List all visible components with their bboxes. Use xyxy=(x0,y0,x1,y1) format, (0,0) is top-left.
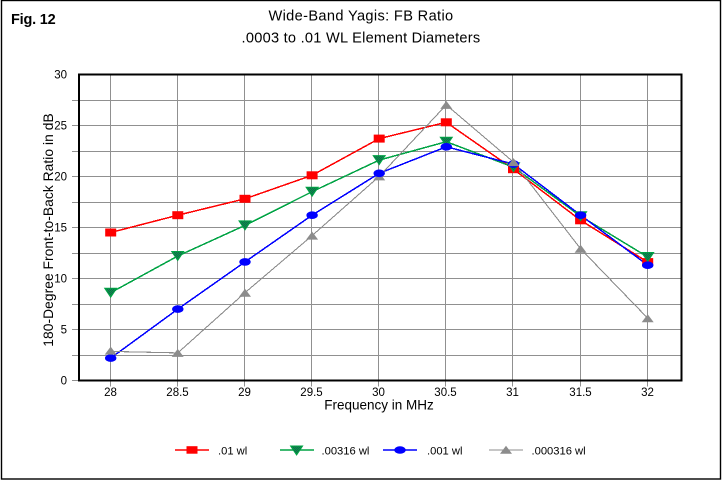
svg-text:.01 wl: .01 wl xyxy=(218,445,247,457)
svg-text:32: 32 xyxy=(641,387,654,399)
svg-text:20: 20 xyxy=(54,172,67,184)
svg-text:Fig. 12: Fig. 12 xyxy=(11,12,56,28)
svg-text:29.5: 29.5 xyxy=(300,387,322,399)
svg-text:.001 wl: .001 wl xyxy=(427,445,462,457)
svg-text:Frequency in MHz: Frequency in MHz xyxy=(324,398,434,413)
svg-text:.00316 wl: .00316 wl xyxy=(322,445,370,457)
svg-text:Wide-Band Yagis: FB Ratio: Wide-Band Yagis: FB Ratio xyxy=(268,9,453,25)
svg-text:28: 28 xyxy=(104,387,117,399)
svg-text:29: 29 xyxy=(238,387,251,399)
svg-text:30: 30 xyxy=(54,70,67,82)
svg-text:30: 30 xyxy=(372,387,385,399)
svg-text:180-Degree Front-to-Back Ratio: 180-Degree Front-to-Back Ratio in dB xyxy=(41,113,56,346)
svg-text:.000316 wl: .000316 wl xyxy=(532,445,586,457)
svg-text:25: 25 xyxy=(54,121,67,133)
svg-text:15: 15 xyxy=(54,223,67,235)
svg-text:31: 31 xyxy=(506,387,519,399)
svg-text:30.5: 30.5 xyxy=(434,387,456,399)
svg-text:31.5: 31.5 xyxy=(569,387,591,399)
svg-text:10: 10 xyxy=(54,274,67,286)
svg-text:.0003 to .01 WL Element Diamet: .0003 to .01 WL Element Diameters xyxy=(242,31,481,47)
svg-text:0: 0 xyxy=(61,376,67,388)
svg-text:5: 5 xyxy=(61,325,67,337)
svg-text:28.5: 28.5 xyxy=(166,387,188,399)
